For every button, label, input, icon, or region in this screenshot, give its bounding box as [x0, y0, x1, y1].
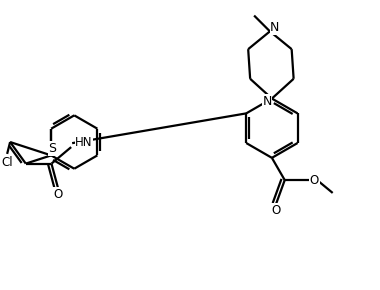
Text: O: O [54, 188, 63, 201]
Text: N: N [262, 95, 272, 108]
Text: Cl: Cl [1, 156, 13, 169]
Text: O: O [271, 204, 280, 217]
Text: N: N [270, 21, 280, 34]
Text: HN: HN [75, 136, 93, 149]
Text: S: S [48, 142, 56, 155]
Text: O: O [310, 174, 319, 186]
